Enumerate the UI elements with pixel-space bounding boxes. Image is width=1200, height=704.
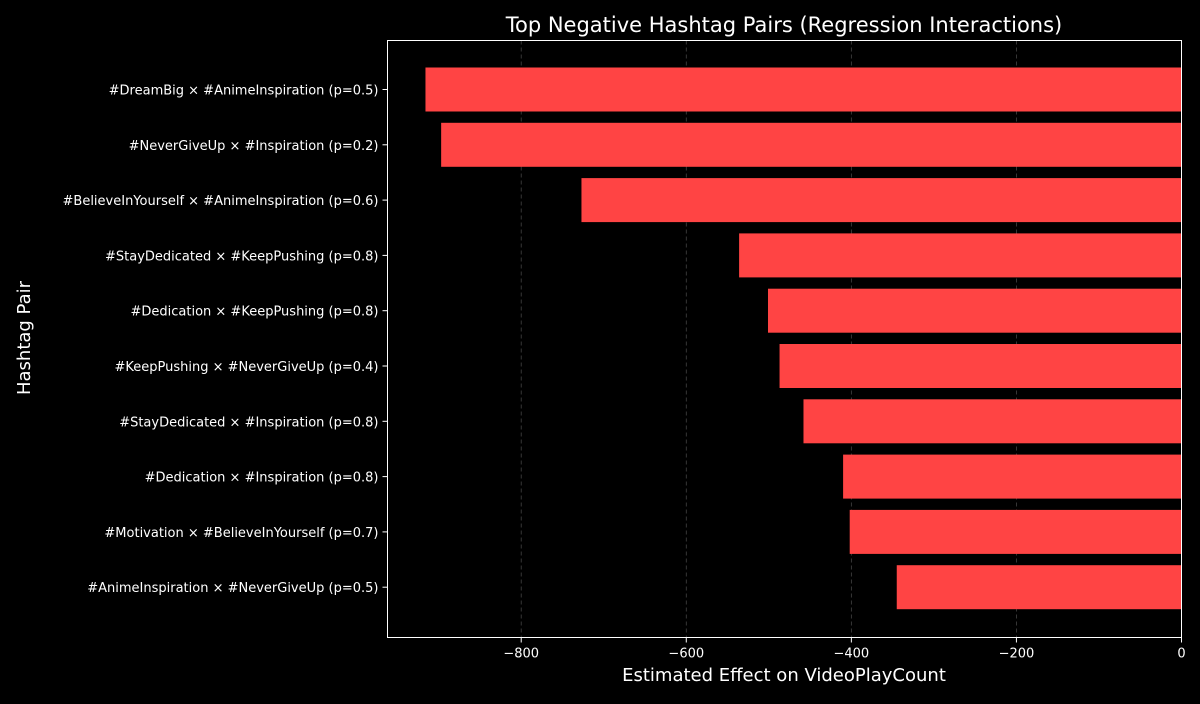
y-tick-label: #Dedication × #Inspiration (p=0.8) — [145, 471, 379, 486]
x-tick-label: −400 — [833, 647, 869, 662]
x-tick-label: −200 — [999, 647, 1035, 662]
bar — [767, 288, 1182, 333]
x-tick-label: −600 — [668, 647, 704, 662]
bar — [779, 344, 1182, 388]
bar — [581, 178, 1182, 223]
x-axis-label: Estimated Effect on VideoPlayCount — [622, 665, 946, 686]
bar — [896, 565, 1182, 610]
y-axis-label: Hashtag Pair — [14, 280, 35, 395]
x-tick-label: −800 — [503, 647, 539, 662]
y-tick-label: #DreamBig × #AnimeInspiration (p=0.5) — [109, 84, 379, 99]
bar — [849, 509, 1182, 554]
y-tick-label: #StayDedicated × #Inspiration (p=0.8) — [119, 415, 378, 430]
plot-frame — [387, 40, 1182, 638]
chart-title: Top Negative Hashtag Pairs (Regression I… — [505, 13, 1063, 37]
bar — [803, 399, 1182, 444]
y-tick-label: #BelieveInYourself × #AnimeInspiration (… — [63, 194, 379, 209]
y-ticks: #DreamBig × #AnimeInspiration (p=0.5) #Ne… — [63, 84, 388, 596]
bar — [739, 233, 1182, 278]
x-tick-label: 0 — [1177, 647, 1185, 662]
y-tick-label: #Dedication × #KeepPushing (p=0.8) — [130, 305, 378, 320]
bar — [843, 454, 1182, 499]
bar — [425, 67, 1182, 112]
y-tick-label: #AnimeInspiration × #NeverGiveUp (p=0.5) — [87, 581, 378, 596]
y-tick-label: #KeepPushing × #NeverGiveUp (p=0.4) — [114, 360, 378, 375]
y-tick-label: #NeverGiveUp × #Inspiration (p=0.2) — [129, 139, 379, 154]
bars — [425, 67, 1182, 610]
bar — [441, 122, 1182, 167]
y-tick-label: #Motivation × #BelieveInYourself (p=0.7) — [104, 526, 378, 541]
y-tick-label: #StayDedicated × #KeepPushing (p=0.8) — [105, 249, 378, 264]
x-ticks: −800 −600 −400 −200 0 — [503, 637, 1186, 662]
